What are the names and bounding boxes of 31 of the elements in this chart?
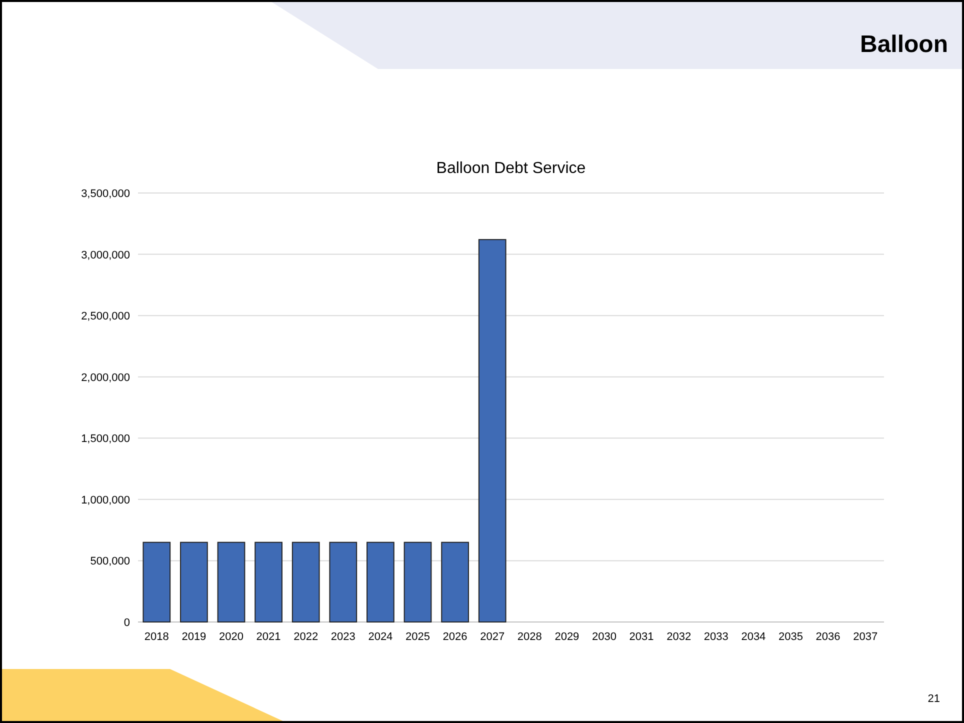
x-tick-label: 2027 [480,631,505,643]
x-tick-label: 2021 [256,631,281,643]
x-tick-label: 2036 [816,631,840,643]
y-tick-label: 0 [124,617,130,629]
x-tick-label: 2026 [442,631,468,643]
x-tick-label: 2024 [368,631,393,643]
x-tick-label: 2018 [144,631,169,643]
x-tick-label: 2034 [741,631,766,643]
x-tick-label: 2030 [592,631,616,643]
x-tick-label: 2022 [294,631,318,643]
chart-title: Balloon [860,31,948,58]
x-tick-label: 2020 [219,631,244,643]
x-tick-label: 2031 [629,631,654,643]
y-tick-label: 2,000,000 [81,372,130,384]
text: 21 [928,693,940,705]
y-tick-label: 3,000,000 [81,249,130,262]
y-tick-label: 3,500,000 [81,188,130,200]
x-tick-label: 2029 [554,631,580,643]
x-tick-label: 2035 [778,631,803,643]
chart-subtitle: Balloon Debt Service [436,160,586,177]
x-tick-label: 2025 [406,631,430,643]
x-tick-label: 2023 [330,631,356,643]
y-tick-label: 1,500,000 [81,433,130,446]
x-tick-label: 2033 [704,631,728,643]
y-tick-label: 2,500,000 [81,310,130,323]
x-tick-label: 2037 [853,631,878,643]
y-tick-label: 1,000,000 [81,494,130,506]
y-tick-label: 500,000 [90,556,130,568]
x-tick-label: 2028 [517,631,542,643]
x-tick-label: 2032 [666,631,692,643]
x-tick-label: 2019 [182,631,206,643]
